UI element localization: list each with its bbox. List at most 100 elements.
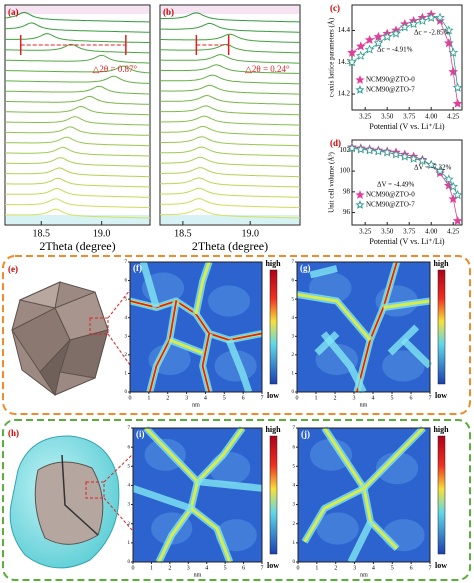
y-axis-label: c-axis lattice parameters (Å) <box>328 17 336 97</box>
x-tick-label: 4.25 <box>447 228 460 236</box>
xrd-trace <box>160 22 300 33</box>
x-axis-label: nm <box>360 572 368 578</box>
star-marker <box>408 153 419 163</box>
xrd-trace <box>160 115 301 126</box>
xrd-trace <box>5 177 151 188</box>
xrd-trace <box>4 65 151 74</box>
panel-label: (d) <box>330 138 341 148</box>
plot-frame <box>351 4 463 111</box>
xrd-trace <box>160 198 300 209</box>
star-marker <box>364 35 375 45</box>
x-tick-label: 3.25 <box>359 113 372 121</box>
x-axis-label: nm <box>360 402 368 408</box>
x-tick-label: 3.25 <box>359 228 372 236</box>
panel-label: (e) <box>8 264 18 274</box>
colorbar <box>437 435 446 555</box>
vein-glow <box>225 338 253 394</box>
y-tick-label: 3 <box>292 334 295 339</box>
heatmap <box>129 260 263 394</box>
xrd-trace <box>5 136 150 147</box>
x-axis-label: Potential (V vs. Li⁺/Li) <box>369 122 445 131</box>
panel-label: (a) <box>8 7 19 17</box>
y-tick-label: 14.4 <box>338 26 351 34</box>
legend-label: NCM90@ZTO-7 <box>366 86 415 94</box>
x-tick-label: 18.5 <box>174 228 192 239</box>
x-axis-label: nm <box>192 402 200 408</box>
y-tick-label: 7 <box>128 426 131 431</box>
legend-label: NCM90@ZTO-0 <box>366 191 415 199</box>
xrd-trace <box>160 177 301 188</box>
colorbar-label: high <box>265 259 281 268</box>
heatmap-blob <box>309 438 353 471</box>
panel-label: (h) <box>8 428 19 438</box>
x-tick-label: 1 <box>315 565 318 571</box>
star-marker <box>382 147 392 157</box>
panel-label: (j) <box>301 429 310 439</box>
star-marker <box>356 41 366 51</box>
vein-mid <box>303 486 365 543</box>
x-tick-label: 3 <box>353 395 356 401</box>
y-tick-label: 4 <box>125 316 128 321</box>
vein-glow <box>197 478 263 492</box>
x-axis-label: 2Theta (degree) <box>192 239 268 253</box>
heatmap-frame <box>129 261 263 393</box>
star-marker <box>426 12 436 22</box>
xrd-trace <box>5 167 151 178</box>
star-marker <box>452 82 463 92</box>
y-tick-label: 6 <box>292 279 295 284</box>
x-tick-label: 1 <box>147 395 150 401</box>
x-tick-label: 4.25 <box>447 113 460 121</box>
shift-annotation: △2θ = 0.87° <box>93 64 138 74</box>
plot-background <box>4 4 151 226</box>
xrd-trace <box>5 85 150 95</box>
heatmap-blob <box>207 285 251 317</box>
plot-background <box>159 4 301 226</box>
heatmap-frame <box>132 427 263 563</box>
y-axis-label: Unit cell volume (Å³) <box>328 152 336 213</box>
vein-glow <box>387 324 420 356</box>
xrd-trace <box>160 84 300 95</box>
y-tick-label: 5 <box>128 464 131 469</box>
xrd-trace <box>5 198 150 209</box>
bottom-band <box>6 215 149 224</box>
heatmap <box>131 425 263 564</box>
x-tick-label: 7 <box>261 395 264 401</box>
x-tick-label: 3.50 <box>381 228 394 236</box>
star-marker <box>364 145 375 155</box>
colorbar-label: low <box>267 391 279 400</box>
x-tick-label: 5 <box>391 395 394 401</box>
xrd-trace <box>160 187 300 198</box>
panel-label: (i) <box>136 429 145 439</box>
star-marker <box>382 31 392 41</box>
xrd-trace <box>5 188 150 198</box>
x-tick-label: 5 <box>223 395 226 401</box>
y-tick-label: 4 <box>128 484 131 489</box>
xrd-trace <box>5 105 150 116</box>
legend-marker <box>355 190 365 199</box>
heatmap-blob <box>375 452 419 485</box>
vein-core <box>148 300 178 393</box>
y-tick-label: 0 <box>293 560 296 565</box>
y-tick-label: 98 <box>343 187 351 195</box>
legend-label: NCM90@ZTO-7 <box>366 201 415 209</box>
y-tick-label: 6 <box>125 279 128 284</box>
xrd-trace <box>160 43 300 54</box>
y-tick-label: 96 <box>343 208 351 216</box>
annotation: ΔV = -4.49% <box>377 181 414 189</box>
colorbar-label: low <box>435 561 447 570</box>
xrd-trace <box>5 146 150 157</box>
vein-glow <box>347 520 374 564</box>
vein-glow <box>139 261 160 309</box>
xrd-trace <box>160 74 300 85</box>
heatmap-blob <box>316 512 359 545</box>
xrd-trace <box>160 167 301 178</box>
panel-label: (c) <box>330 3 340 13</box>
vein-mid <box>190 507 232 563</box>
annotation: Δc = -2.85% <box>414 29 450 37</box>
xrd-trace <box>4 54 151 64</box>
star-marker <box>373 38 384 48</box>
xrd-trace <box>160 94 301 105</box>
vein-glow <box>400 337 433 369</box>
star-marker <box>435 166 445 176</box>
x-tick-label: 2 <box>334 395 337 401</box>
